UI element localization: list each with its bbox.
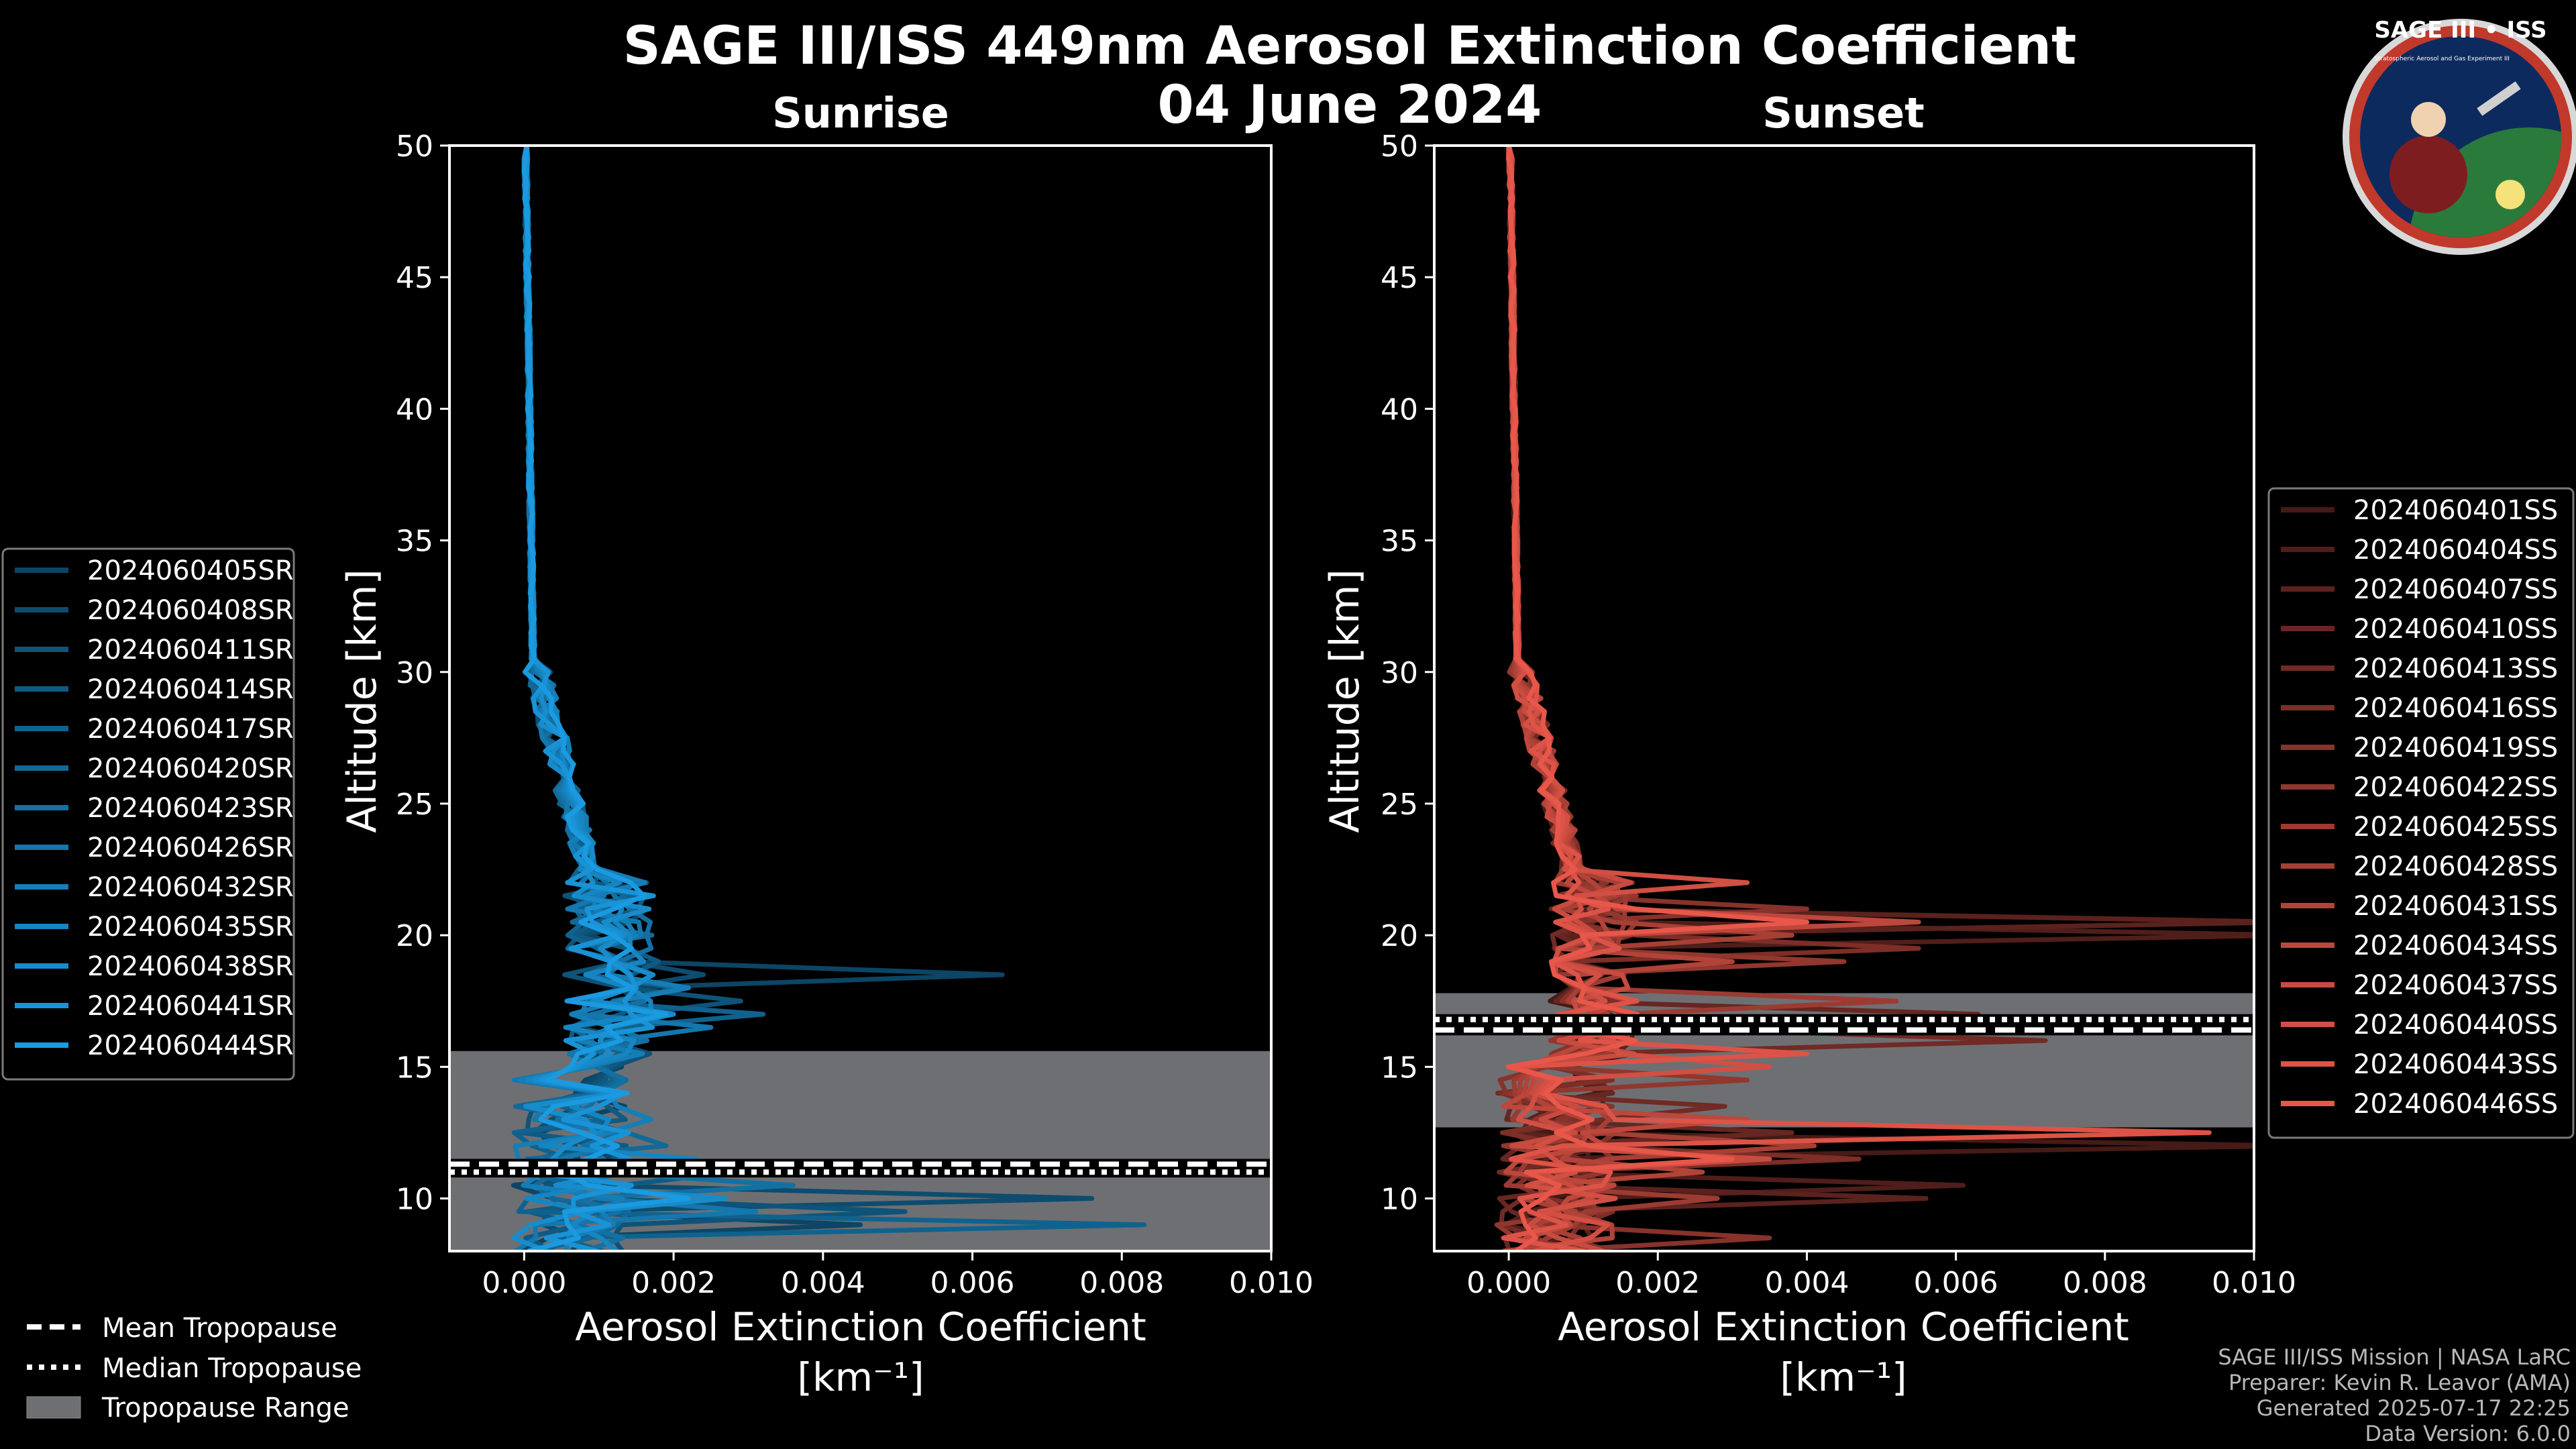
- x-tick-label: 0.000: [482, 1266, 566, 1300]
- x-tick-label: 0.004: [781, 1266, 865, 1300]
- legend-label-2024060408SR: 2024060408SR: [87, 595, 294, 626]
- x-tick-label: 0.000: [1466, 1266, 1551, 1300]
- legend-label-2024060431SS: 2024060431SS: [2353, 891, 2558, 922]
- x-tick-label: 0.008: [2063, 1266, 2147, 1300]
- legend-label-2024060417SR: 2024060417SR: [87, 714, 294, 745]
- y-tick-label: 10: [396, 1183, 433, 1217]
- legend-label-2024060405SR: 2024060405SR: [87, 555, 294, 586]
- legend-label-2024060432SR: 2024060432SR: [87, 872, 294, 903]
- legend-label-2024060437SS: 2024060437SS: [2353, 970, 2558, 1001]
- astronomer-figure-icon: [2390, 136, 2467, 213]
- legend-label-2024060444SR: 2024060444SR: [87, 1030, 294, 1061]
- y-tick-label: 25: [396, 788, 433, 822]
- mean-tropopause-label: Mean Tropopause: [102, 1313, 337, 1344]
- legend-label-2024060440SS: 2024060440SS: [2353, 1010, 2558, 1040]
- sunset-panel-title: Sunset: [1762, 89, 1925, 138]
- y-tick-label: 20: [396, 919, 433, 953]
- y-tick-label: 20: [1381, 919, 1418, 953]
- x-tick-label: 0.008: [1079, 1266, 1164, 1300]
- legend-label-2024060407SS: 2024060407SS: [2353, 574, 2558, 605]
- earth-icon: [2408, 127, 2561, 237]
- legend-box: [1, 547, 295, 1081]
- profile-line-2024060444SR: [521, 146, 691, 1251]
- legend-label-2024060404SS: 2024060404SS: [2353, 535, 2558, 566]
- y-tick-label: 40: [1381, 392, 1418, 427]
- astronomer-head-icon: [2411, 102, 2446, 137]
- y-tick-label: 40: [396, 392, 433, 427]
- legend-label-2024060422SS: 2024060422SS: [2353, 772, 2558, 803]
- x-tick-label: 0.002: [631, 1266, 716, 1300]
- legend-label-2024060425SS: 2024060425SS: [2353, 812, 2558, 843]
- y-tick-label: 30: [396, 656, 433, 690]
- legend-label-2024060446SS: 2024060446SS: [2353, 1089, 2558, 1120]
- y-tick-label: 45: [396, 261, 433, 295]
- x-tick-label: 0.010: [2212, 1266, 2296, 1300]
- legend-label-2024060434SS: 2024060434SS: [2353, 930, 2558, 961]
- legend-label-2024060438SR: 2024060438SR: [87, 951, 294, 982]
- sunrise-legend: 2024060405SR 2024060408SR 2024060411SR 2024…: [1, 547, 295, 1081]
- sunrise-xlabel: Aerosol Extinction Coefficient: [575, 1304, 1146, 1350]
- legend-label-2024060420SR: 2024060420SR: [87, 753, 294, 784]
- sage-logo: SAGE III • ISS Stratospheric Aerosol and…: [2343, 17, 2576, 255]
- x-tick-label: 0.010: [1229, 1266, 1313, 1300]
- y-tick-label: 10: [1381, 1183, 1418, 1217]
- space-station-icon: [2477, 81, 2521, 116]
- x-tick-label: 0.004: [1764, 1266, 1849, 1300]
- footer-preparer: Preparer: Kevin R. Leavor (AMA): [2228, 1370, 2571, 1395]
- sunset-legend: 2024060401SS 2024060404SS 2024060407SS 2024…: [2267, 487, 2575, 1139]
- x-tick-label: 0.002: [1615, 1266, 1700, 1300]
- sunrise-ylabel: Altitude [km]: [339, 569, 386, 833]
- legend-label-2024060441SR: 2024060441SR: [87, 991, 294, 1022]
- y-tick-label: 15: [396, 1051, 433, 1085]
- legend-label-2024060419SS: 2024060419SS: [2353, 733, 2558, 763]
- x-tick-label: 0.006: [930, 1266, 1015, 1300]
- profile-line-2024060441SR: [522, 146, 656, 1251]
- sunrise-plot: 10 15 20 25 30 35 40 45 50 0.000 0.002 0.004 0.006 0.…: [396, 129, 1313, 1300]
- sun-icon: [2496, 180, 2525, 209]
- y-tick-label: 15: [1381, 1051, 1418, 1085]
- tropopause-range-label: Tropopause Range: [101, 1393, 350, 1424]
- sunset-xunits: [km⁻¹]: [1780, 1354, 1907, 1400]
- sunset-ylabel: Altitude [km]: [1322, 569, 1368, 833]
- legend-label-2024060401SS: 2024060401SS: [2353, 495, 2558, 526]
- median-tropopause-label: Median Tropopause: [102, 1353, 362, 1384]
- footer-mission: SAGE III/ISS Mission | NASA LaRC: [2218, 1344, 2571, 1370]
- legend-label-2024060411SR: 2024060411SR: [87, 635, 294, 665]
- tropopause-legend: Mean Tropopause Median Tropopause Tropop…: [26, 1313, 362, 1424]
- x-tick-label: 0.006: [1914, 1266, 1998, 1300]
- footer-version: Data Version: 6.0.0: [2365, 1421, 2571, 1446]
- footer: SAGE III/ISS Mission | NASA LaRC Prepare…: [2218, 1344, 2571, 1446]
- sunrise-xunits: [km⁻¹]: [797, 1354, 924, 1400]
- sunrise-panel-title: Sunrise: [772, 89, 949, 138]
- legend-label-2024060423SR: 2024060423SR: [87, 793, 294, 824]
- y-tick-label: 35: [396, 525, 433, 559]
- y-tick-label: 50: [396, 129, 433, 164]
- legend-label-2024060426SR: 2024060426SR: [87, 833, 294, 863]
- plot-frame: [448, 144, 1273, 1252]
- figure-date: 04 June 2024: [1158, 75, 1542, 136]
- legend-label-2024060414SR: 2024060414SR: [87, 674, 294, 705]
- y-tick-label: 50: [1381, 129, 1418, 164]
- tropopause-range-swatch: [26, 1396, 81, 1419]
- figure-title: SAGE III/ISS 449nm Aerosol Extinction Co…: [623, 16, 2077, 76]
- y-tick-label: 30: [1381, 656, 1418, 690]
- logo-subtitle: Stratospheric Aerosol and Gas Experiment…: [2374, 56, 2510, 62]
- plot-frame: [1433, 144, 2255, 1252]
- y-tick-label: 35: [1381, 525, 1418, 559]
- legend-label-2024060435SR: 2024060435SR: [87, 912, 294, 943]
- legend-label-2024060413SS: 2024060413SS: [2353, 653, 2558, 684]
- profile-line-2024060446SS: [1505, 146, 1809, 1251]
- sunset-xlabel: Aerosol Extinction Coefficient: [1558, 1304, 2129, 1350]
- legend-label-2024060443SS: 2024060443SS: [2353, 1049, 2558, 1080]
- footer-generated: Generated 2025-07-17 22:25: [2256, 1395, 2571, 1421]
- legend-box: [2267, 487, 2575, 1139]
- legend-label-2024060416SS: 2024060416SS: [2353, 693, 2558, 724]
- logo-title: SAGE III • ISS: [2374, 17, 2546, 44]
- legend-label-2024060428SS: 2024060428SS: [2353, 851, 2558, 882]
- y-tick-label: 25: [1381, 788, 1418, 822]
- y-tick-label: 45: [1381, 261, 1418, 295]
- legend-label-2024060410SS: 2024060410SS: [2353, 614, 2558, 645]
- sunset-plot: 10 15 20 25 30 35 40 45 50 0.000 0.002 0.004 0.006 0.…: [1381, 129, 2296, 1300]
